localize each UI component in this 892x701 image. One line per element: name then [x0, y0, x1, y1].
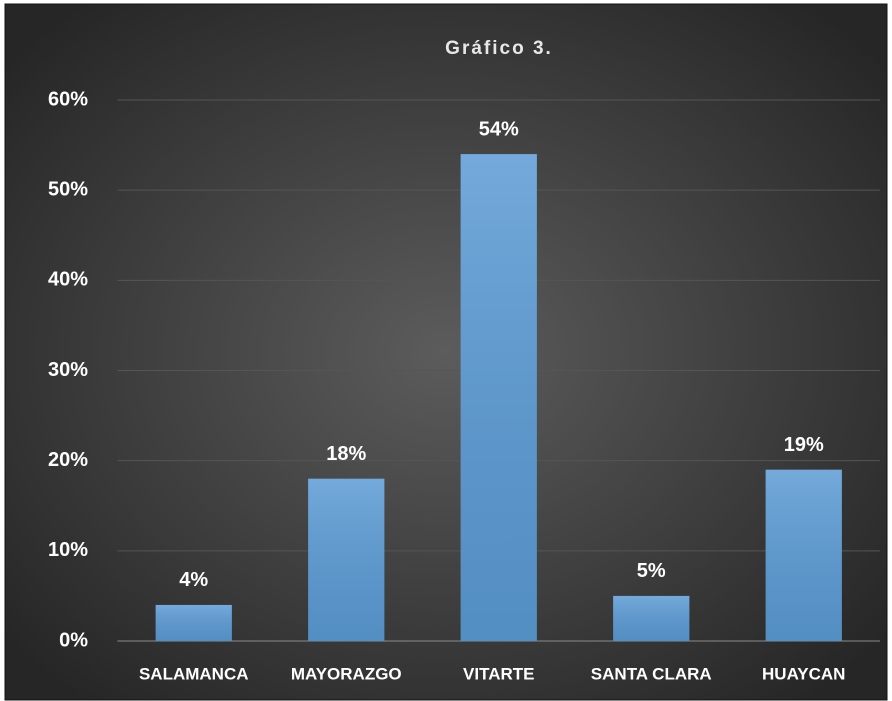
bar-shading	[613, 595, 690, 641]
chart-background	[4, 3, 888, 701]
y-tick-label: 10%	[48, 539, 88, 561]
bar-shading	[155, 604, 232, 641]
y-tick-label: 40%	[48, 269, 88, 291]
x-tick-label: SANTA CLARA	[591, 664, 712, 683]
data-label: 54%	[479, 118, 519, 140]
data-label: 18%	[326, 443, 366, 465]
x-tick-label: SALAMANCA	[139, 664, 249, 683]
data-label: 4%	[179, 569, 208, 591]
x-tick-label: HUAYCAN	[762, 664, 845, 683]
y-tick-label: 50%	[48, 178, 88, 200]
data-label: 5%	[637, 560, 666, 582]
bar-shading	[308, 478, 385, 641]
y-tick-label: 20%	[48, 449, 88, 471]
x-tick-label: MAYORAZGO	[291, 664, 402, 683]
y-tick-label: 60%	[48, 88, 88, 110]
bar-shading	[765, 469, 842, 641]
x-tick-label: VITARTE	[463, 664, 534, 683]
y-tick-label: 0%	[59, 629, 88, 651]
chart-title: Gráfico 3.	[445, 38, 553, 59]
data-label: 19%	[784, 434, 824, 456]
bar-shading	[460, 154, 537, 641]
y-tick-label: 30%	[48, 359, 88, 381]
